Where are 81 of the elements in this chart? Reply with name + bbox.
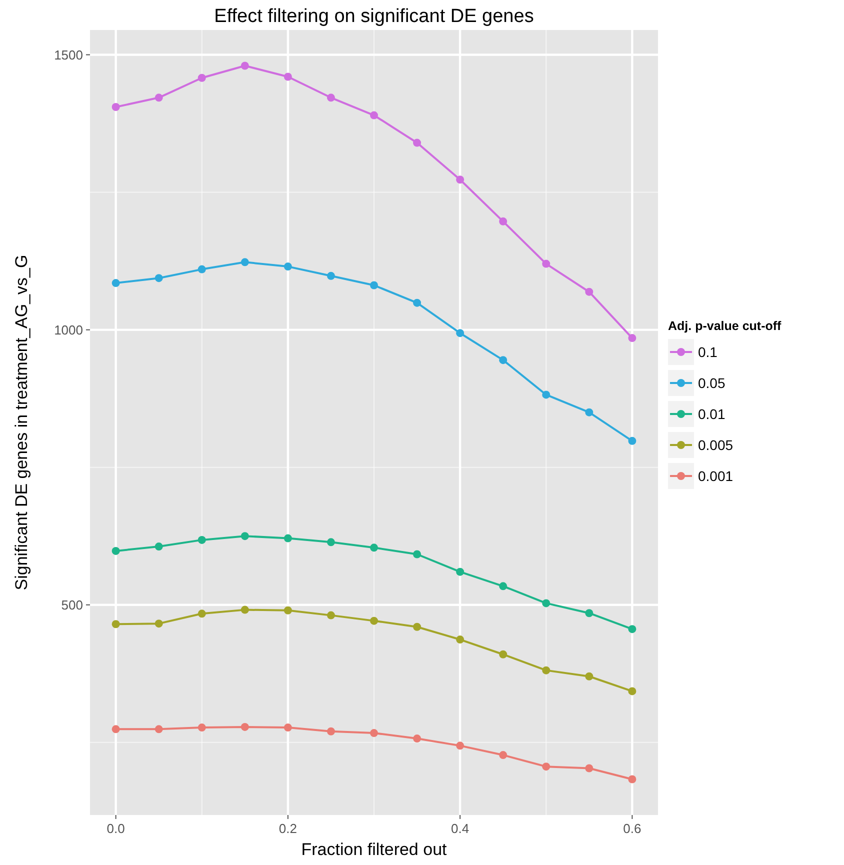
point [154,542,163,551]
point [284,262,292,271]
point [284,72,292,81]
point [326,611,335,620]
point [628,334,636,342]
chart-title: Effect filtering on significant DE genes [214,6,534,27]
point [456,329,464,338]
legend-title: Adj. p-value cut-off [668,319,782,333]
point [456,176,464,184]
point [585,672,594,680]
point [284,534,292,542]
point [370,281,378,290]
point [413,298,422,307]
point [198,536,206,544]
x-tick-label: 0.6 [623,821,642,836]
point [154,274,163,282]
point [499,751,508,760]
point [542,390,550,399]
y-axis-title: Significant DE genes in treatment_AG_vs_G [12,254,31,590]
point [326,727,335,736]
point [240,606,249,614]
point [499,650,508,658]
legend-label: 0.001 [698,468,734,484]
point [112,103,120,112]
point [456,568,464,576]
point [585,408,594,416]
point [585,609,594,618]
point [326,272,335,280]
y-tick-label: 1000 [54,322,83,338]
legend-label: 0.01 [698,406,726,422]
point [370,616,378,625]
point [542,260,550,268]
x-axis-title: Fraction filtered out [301,840,448,859]
point [284,724,292,732]
point [542,666,550,674]
point [370,111,378,120]
y-tick-label: 500 [61,597,83,612]
point [198,74,206,82]
point [499,356,508,364]
point [198,610,206,618]
point [154,620,163,628]
point [112,725,120,734]
point [456,636,464,644]
point [413,550,422,558]
point [198,265,206,274]
legend-label: 0.1 [698,344,718,360]
point [585,288,594,296]
point [154,94,163,102]
point [370,729,378,738]
point [326,94,335,102]
point [154,725,163,734]
point [413,138,422,147]
point [499,582,508,590]
point [413,734,422,743]
legend-label: 0.005 [698,436,734,453]
y-tick-label: 1500 [54,47,83,62]
point [240,722,249,731]
point [456,742,464,750]
point [628,687,636,696]
point [112,279,120,288]
point [628,436,636,445]
x-tick-label: 0.4 [451,821,470,836]
point [326,538,335,546]
point [240,62,249,70]
point [112,546,120,555]
point [542,599,550,608]
point [585,764,594,772]
point [628,625,636,634]
point [112,620,120,628]
point [198,724,206,732]
legend-label: 0.05 [698,374,726,391]
point [628,775,636,784]
point [370,544,378,552]
point [240,532,249,540]
point [542,762,550,771]
point [499,217,508,226]
point [240,258,249,266]
x-tick-label: 0.2 [278,821,297,836]
x-tick-label: 0.0 [106,821,125,836]
point [284,606,292,614]
point [413,622,422,631]
